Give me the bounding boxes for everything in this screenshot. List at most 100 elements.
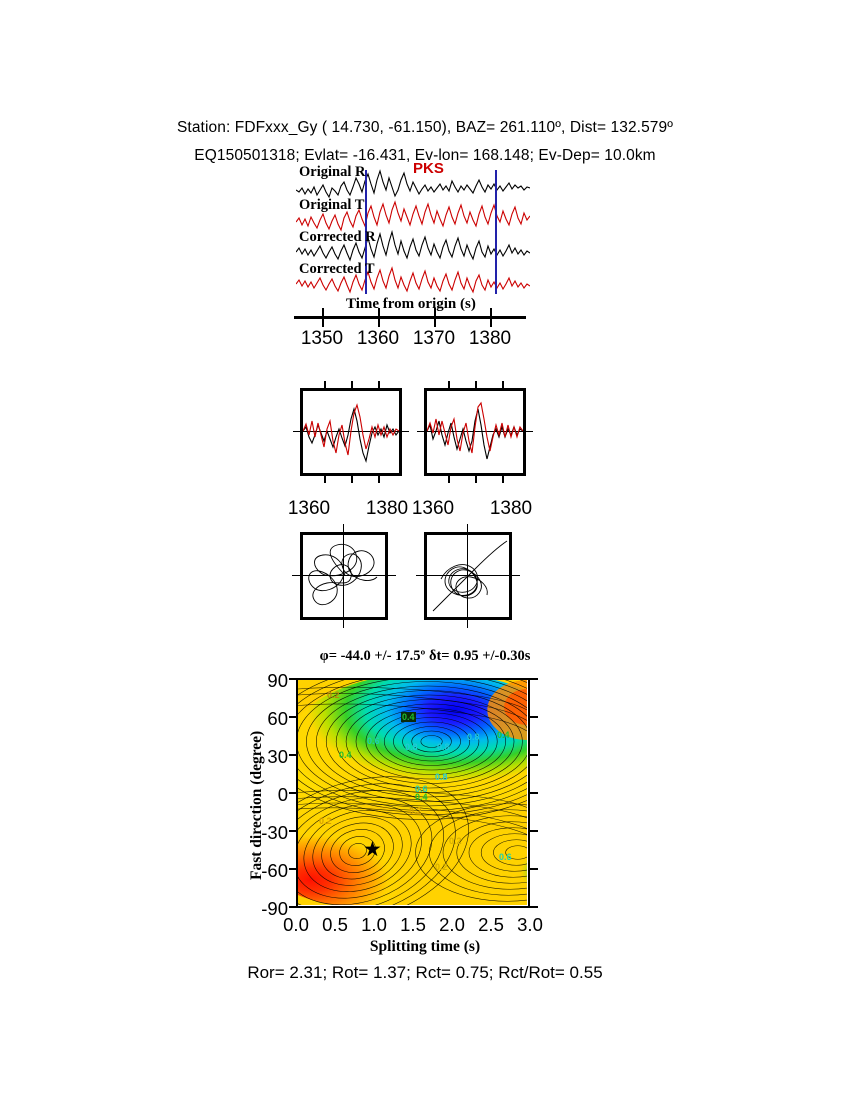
waveform-section: Original R Original T Corrected R Correc…	[296, 160, 530, 298]
contour-x-ticks: 0.0 0.5 1.0 1.5 2.0 2.5 3.0	[283, 908, 543, 954]
header-event-line: EQ150501318; Evlat= -16.431, Ev-lon= 168…	[194, 147, 656, 164]
contour-label: 0.8	[405, 742, 418, 752]
x-tick-label: 1.5	[400, 914, 426, 935]
contour-label: 0.8	[437, 742, 450, 752]
contour-tick	[289, 678, 297, 680]
panel-tick	[475, 475, 477, 483]
contour-tick	[289, 716, 297, 718]
contour-label: 0.8	[435, 772, 448, 782]
contour-label: 0.4	[339, 750, 352, 760]
panel-tick	[351, 381, 353, 389]
panel-tick	[378, 381, 380, 389]
x-tick-label: 1.0	[361, 914, 387, 935]
x-tick-label: 0.5	[322, 914, 348, 935]
trace-label-corrected-t: Corrected T	[299, 261, 375, 277]
contour-y-ticks: 90 60 30 0 -30 -60 -90	[248, 670, 294, 920]
zoom-axis-right: 1360 1380	[408, 498, 538, 538]
time-axis-tick	[434, 319, 436, 327]
panel-tick	[448, 381, 450, 389]
contour-label: 0.2	[327, 690, 340, 700]
contour-tick	[530, 716, 538, 718]
particle-motion-right	[416, 524, 520, 628]
contour-label: 0.2	[449, 836, 462, 846]
time-tick-label: 1380	[468, 328, 512, 349]
x-tick-label: 2.5	[478, 914, 504, 935]
panel-tick	[351, 475, 353, 483]
contour-label: 0.2	[319, 816, 332, 826]
zoom-panel-left-traces	[303, 403, 399, 463]
contour-tick	[289, 906, 297, 908]
panel-tick	[324, 475, 326, 483]
zoom-tick-label: 1380	[489, 498, 533, 519]
contour-surface	[298, 680, 527, 905]
trace-label-corrected-r: Corrected R	[299, 229, 376, 245]
contour-tick	[530, 754, 538, 756]
x-tick-label: 3.0	[517, 914, 543, 935]
x-tick-label: 2.0	[439, 914, 465, 935]
particle-motion-right-path	[432, 540, 508, 612]
y-tick-label: -60	[261, 860, 288, 881]
zoom-panel-right-traces	[427, 401, 523, 460]
contour-ticks-right	[530, 678, 538, 908]
panel-tick	[502, 475, 504, 483]
time-tick-label: 1360	[356, 328, 400, 349]
time-axis-title: Time from origin (s)	[346, 296, 476, 312]
header-station-line: Station: FDFxxx_Gy ( 14.730, -61.150), B…	[176, 119, 673, 136]
contour-tick	[289, 792, 297, 794]
time-tick-label: 1370	[412, 328, 456, 349]
contour-tick	[289, 754, 297, 756]
contour-tick	[530, 792, 538, 794]
zoom-tick-label: 1380	[365, 498, 409, 519]
contour-label: 0.4	[497, 730, 510, 740]
panel-tick	[324, 381, 326, 389]
zoom-tick-label: 1360	[287, 498, 331, 519]
contour-label: 0.6	[367, 736, 380, 746]
marker-line-start	[365, 170, 367, 294]
particle-motion-left	[292, 524, 396, 628]
y-tick-label: -30	[261, 822, 288, 843]
contour-x-axis-label: Splitting time (s)	[369, 938, 481, 955]
trace-label-original-r: Original R	[299, 164, 366, 180]
x-tick-label: 0.0	[283, 914, 309, 935]
contour-label: 0.6	[415, 784, 428, 794]
contour-label: 0.4	[401, 712, 416, 722]
zoom-axis-left: 1360 1380	[284, 498, 414, 538]
contour-tick	[289, 830, 297, 832]
contour-tick	[530, 830, 538, 832]
time-axis-tick	[322, 308, 324, 316]
time-axis-tick	[322, 319, 324, 327]
contour-tick	[530, 868, 538, 870]
panel-tick	[475, 381, 477, 389]
contour-label: 0.6	[499, 852, 512, 862]
trace-label-original-t: Original T	[299, 197, 365, 213]
contour-label: 0.8	[467, 732, 480, 742]
panel-tick	[448, 475, 450, 483]
phase-marker-pks: PKS	[413, 160, 444, 177]
contour-tick	[289, 868, 297, 870]
zoom-panel-left	[293, 381, 409, 483]
y-tick-label: 0	[277, 784, 288, 805]
y-tick-label: 30	[267, 746, 288, 767]
y-tick-label: 60	[267, 708, 288, 729]
splitting-result: φ= -44.0 +/- 17.5º δt= 0.95 +/-0.30s	[319, 648, 531, 664]
contour-tick	[530, 906, 538, 908]
misfit-contour-plot[interactable]: ★ 0.2 0.4 0.6 0.8 0.8 0.8 0.4 0.4 0.8 0.…	[296, 678, 530, 908]
panel-tick	[502, 381, 504, 389]
time-axis-tick	[490, 308, 492, 316]
time-axis: Time from origin (s) 1350 1360 1370 1380	[288, 296, 538, 350]
panel-tick	[378, 475, 380, 483]
time-tick-label: 1350	[300, 328, 344, 349]
time-axis-tick	[490, 319, 492, 327]
contour-tick	[530, 678, 538, 680]
time-axis-tick	[378, 308, 380, 316]
contour-label: 0.2	[409, 806, 422, 816]
waveform-traces	[296, 169, 530, 294]
best-fit-star-marker: ★	[363, 838, 382, 861]
contour-label: 0.4	[415, 792, 428, 802]
zoom-tick-label: 1360	[411, 498, 455, 519]
y-tick-label: 90	[267, 670, 288, 691]
contour-ticks-left	[289, 678, 297, 908]
time-axis-tick	[434, 308, 436, 316]
time-axis-tick	[378, 319, 380, 327]
zoom-panel-right	[417, 381, 533, 483]
